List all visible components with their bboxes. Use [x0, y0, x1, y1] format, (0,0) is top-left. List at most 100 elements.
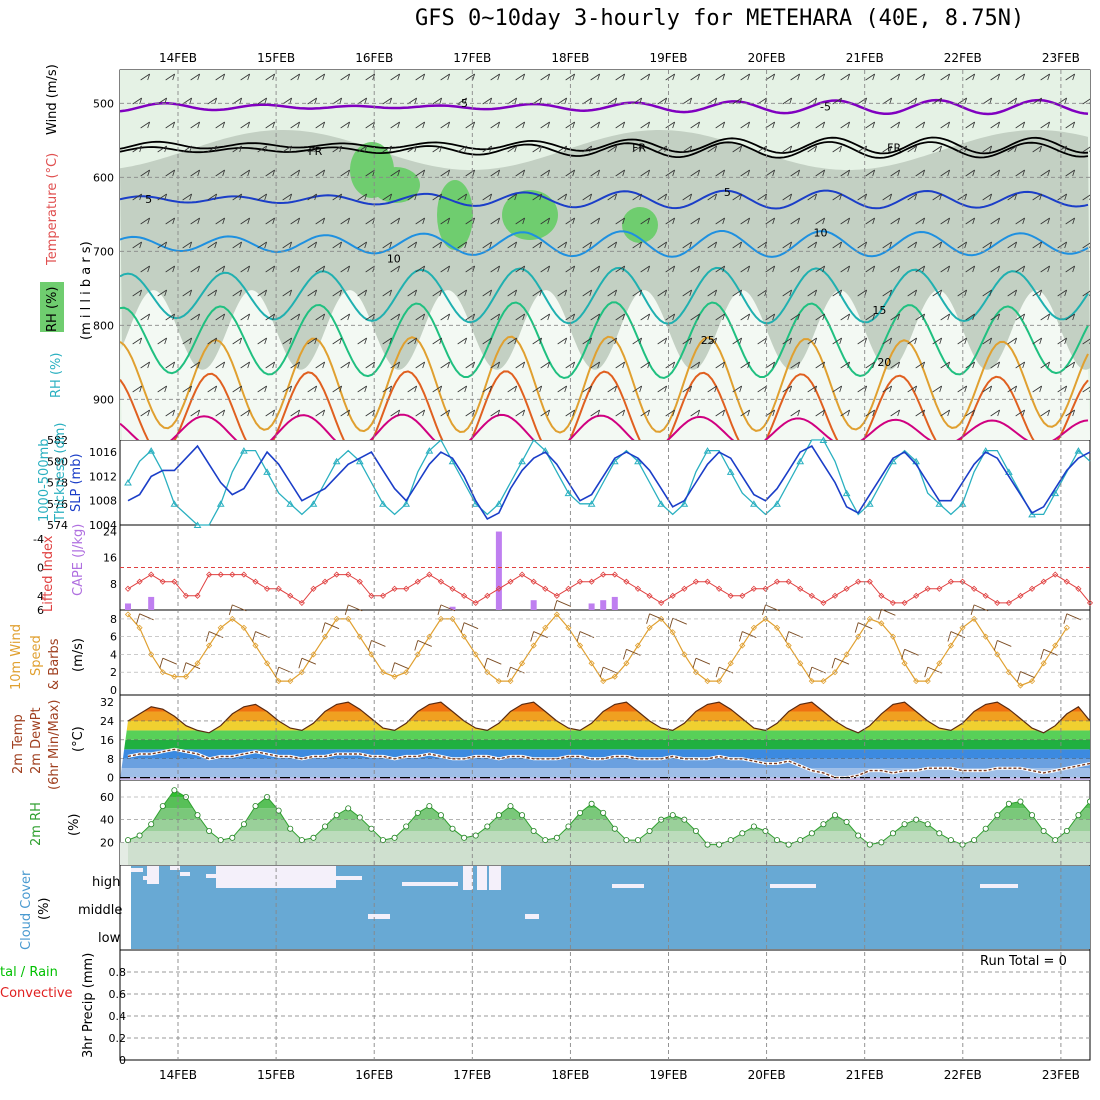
cloud-gap-2 — [170, 866, 180, 870]
wind-speed-point — [820, 678, 827, 685]
millibars-label: (m i l l i b a r s) — [79, 241, 94, 340]
wind-barb — [340, 73, 351, 81]
ytick-temp2m: 0 — [107, 772, 114, 785]
lifted-index-point — [866, 578, 873, 585]
wind-barb — [957, 289, 968, 297]
thickness-point — [819, 436, 828, 443]
wind-barb — [215, 265, 226, 273]
ytick-thickness: 574 — [47, 519, 68, 532]
wind-barb — [990, 313, 1001, 321]
wind-barb-10m — [344, 604, 363, 616]
dry-lower-band — [120, 290, 1090, 440]
lifted-index-point — [229, 571, 236, 578]
wind-barb — [540, 409, 551, 417]
rh2m-point — [148, 821, 155, 828]
wind-speed-point — [229, 615, 236, 622]
wind-barb — [457, 145, 468, 153]
wind-barb — [440, 169, 451, 177]
wind-barb — [965, 217, 976, 225]
wind-barb — [315, 313, 326, 321]
wind-barb — [415, 361, 426, 369]
wind-barb — [465, 409, 476, 417]
wind-barb — [907, 193, 918, 201]
wind-barb — [1065, 73, 1076, 81]
wind-barb — [1065, 313, 1076, 321]
wind-barb — [357, 385, 368, 393]
wind-barb — [557, 145, 568, 153]
wind-barb — [1082, 146, 1090, 153]
wind-barb — [532, 241, 543, 249]
contour-label-6: 5 — [724, 186, 731, 199]
wind-barb — [882, 385, 893, 393]
wind-barb — [607, 193, 618, 201]
wind-speed-point — [878, 620, 885, 627]
wind-barb — [882, 193, 893, 201]
wind-barb — [815, 73, 826, 81]
wind-barb — [907, 337, 918, 345]
wind-barb — [790, 265, 801, 273]
lifted-index-point — [136, 578, 143, 585]
cloud-gap-3 — [180, 872, 190, 876]
wind-barb — [890, 265, 901, 273]
wind-barb — [240, 169, 251, 177]
rh2m-point — [994, 812, 1001, 819]
rh2m-point — [368, 825, 375, 832]
rh2m-unit: (%) — [67, 814, 82, 837]
wind-speed-point — [148, 651, 155, 658]
wind-barb — [907, 241, 918, 249]
wind-speed-point — [866, 615, 873, 622]
wind-barb — [290, 217, 301, 225]
cloud-gap-12 — [612, 884, 644, 888]
wind-barb — [657, 337, 668, 345]
wind-barb — [665, 121, 676, 129]
wind-speed-point — [449, 615, 456, 622]
rh2m-point — [577, 809, 584, 816]
wind-barb — [515, 217, 526, 225]
ytick-li: 4 — [37, 590, 44, 603]
ytick-slp: 1012 — [89, 470, 117, 483]
thickness-point — [170, 500, 179, 507]
wind-barb — [332, 385, 343, 393]
thickness-point — [1004, 468, 1013, 475]
date-label-top: 22FEB — [944, 51, 982, 65]
wind-barb — [282, 145, 293, 153]
wind-barb — [957, 241, 968, 249]
wind-barb — [640, 121, 651, 129]
wind-barb — [932, 289, 943, 297]
wind-barb — [882, 241, 893, 249]
wind-barb — [1015, 169, 1026, 177]
wind-barb-10m — [970, 604, 989, 616]
wind-barb — [982, 193, 993, 201]
thickness-label-2: Thickness (dm) — [53, 423, 68, 523]
wind-barb — [740, 313, 751, 321]
date-label-top: 15FEB — [257, 51, 295, 65]
rh2m-point — [275, 807, 282, 814]
wind-barb — [607, 385, 618, 393]
wind-barb — [790, 217, 801, 225]
wind-barb — [240, 217, 251, 225]
rh2m-point — [553, 834, 560, 841]
wind-barb — [257, 241, 268, 249]
wind-barb — [165, 313, 176, 321]
cape-bar — [600, 600, 607, 610]
lifted-index-point — [762, 585, 769, 592]
wind-barb — [490, 169, 501, 177]
lifted-index-point — [611, 571, 618, 578]
ytick-upper: 900 — [93, 393, 114, 406]
ytick-slp: 1004 — [89, 519, 117, 532]
rh2m-point — [785, 841, 792, 848]
wind-barb — [390, 217, 401, 225]
lifted-index-point — [565, 585, 572, 592]
lifted-index-point — [1005, 599, 1012, 606]
lifted-index-point — [588, 578, 595, 585]
wind-speed-point — [240, 624, 247, 631]
wind-barb — [157, 145, 168, 153]
wind-speed-point — [437, 615, 445, 622]
wind-barb — [990, 361, 1001, 369]
wind-barb — [265, 217, 276, 225]
wind-barb — [707, 241, 718, 249]
wind-barb-10m — [159, 657, 177, 669]
cape-bar — [449, 606, 456, 610]
wind-barb — [1007, 337, 1018, 345]
wind-barb — [1040, 121, 1051, 129]
